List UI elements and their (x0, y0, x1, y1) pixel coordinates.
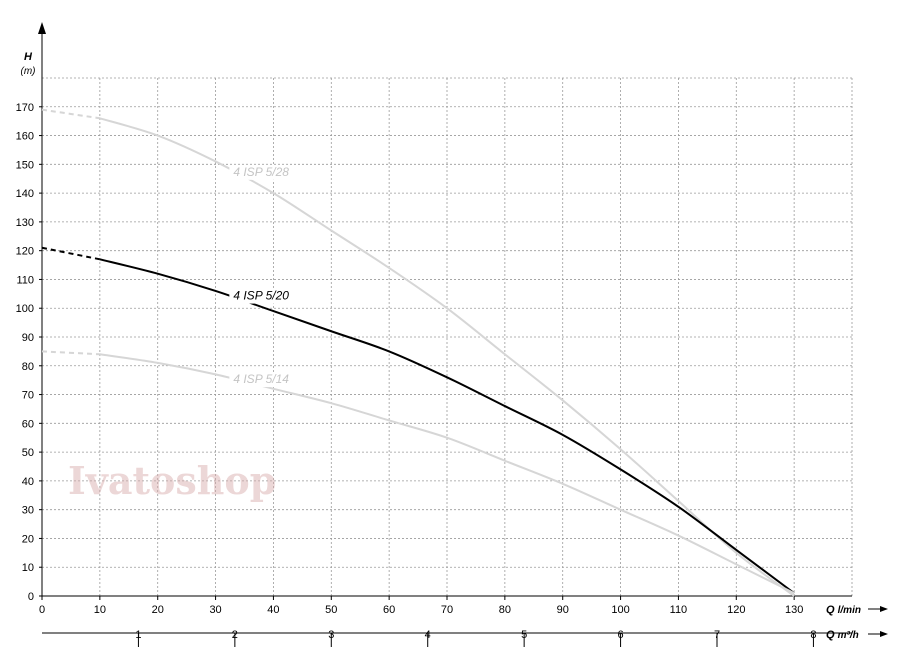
series-line (99, 117, 795, 597)
y-tick-label: 30 (22, 505, 34, 517)
y-axis-unit: (m) (21, 66, 36, 77)
y-tick-label: 0 (28, 591, 34, 603)
series-label-bg (229, 372, 288, 388)
y-tick-label: 90 (22, 332, 34, 344)
y-tick-label: 150 (16, 159, 34, 171)
x2-axis-arrow-icon (880, 631, 888, 637)
y-tick-label: 110 (16, 274, 34, 286)
x-tick-label: 50 (325, 604, 337, 616)
y-tick-label: 80 (22, 361, 34, 373)
grid (42, 77, 853, 596)
x2-tick-label: 2 (232, 629, 238, 641)
series-line (99, 258, 795, 594)
x2-tick-label: 7 (714, 629, 720, 641)
x-tick-label: 120 (727, 604, 745, 616)
axes: H(m)010203040506070809010011012013014015… (16, 22, 888, 647)
x-tick-label: 80 (499, 604, 511, 616)
x2-axis-title: Q m³/h (826, 629, 859, 641)
y-tick-label: 130 (16, 217, 34, 229)
series-group (41, 108, 795, 597)
y-tick-label: 170 (16, 102, 34, 114)
series-label-bg (229, 288, 288, 304)
x-tick-label: 100 (611, 604, 629, 616)
series-label: 4 ISP 5/28 (233, 165, 289, 179)
y-tick-label: 20 (22, 533, 34, 545)
x2-tick-label: 4 (425, 629, 431, 641)
x2-axis-unit: m³/h (838, 630, 859, 641)
x-tick-label: 60 (383, 604, 395, 616)
watermark: Ivatoshop (68, 458, 276, 503)
x-tick-label: 130 (785, 604, 803, 616)
series-label: 4 ISP 5/20 (233, 289, 289, 303)
y-axis-arrow-icon (38, 22, 46, 34)
x-axis-title: Q l/min (826, 604, 861, 616)
x-tick-label: 40 (267, 604, 279, 616)
series-line-start (41, 350, 100, 356)
series-label-bg (229, 164, 288, 180)
y-tick-label: 70 (22, 390, 34, 402)
y-tick-label: 160 (16, 131, 34, 143)
x2-tick-label: 1 (135, 629, 141, 641)
y-tick-label: 60 (22, 418, 34, 430)
y-tick-label: 40 (22, 476, 34, 488)
x-tick-label: 110 (670, 604, 688, 616)
y-tick-label: 140 (16, 188, 34, 200)
y-tick-label: 120 (16, 246, 34, 258)
y-tick-label: 50 (22, 447, 34, 459)
x-tick-label: 90 (557, 604, 569, 616)
y-tick-label: 10 (22, 562, 34, 574)
x2-tick-label: 5 (521, 629, 527, 641)
x2-tick-label: 8 (810, 629, 816, 641)
series-line-start (41, 108, 101, 120)
x-axis-unit: l/min (838, 605, 861, 616)
x-tick-label: 70 (441, 604, 453, 616)
x-tick-label: 20 (152, 604, 164, 616)
x2-tick-label: 6 (618, 629, 624, 641)
x2-tick-label: 3 (328, 629, 334, 641)
x-tick-label: 0 (39, 604, 45, 616)
labels: 4 ISP 5/28 4 ISP 5/20 4 ISP 5/14 (229, 164, 289, 388)
x-tick-label: 30 (209, 604, 221, 616)
series-line-start (41, 246, 101, 261)
series-line (99, 353, 795, 595)
x-axis-arrow-icon (880, 606, 888, 612)
x-tick-label: 10 (94, 604, 106, 616)
y-tick-label: 100 (16, 303, 34, 315)
series-label: 4 ISP 5/14 (233, 372, 289, 386)
y-axis-title: H (24, 51, 33, 63)
